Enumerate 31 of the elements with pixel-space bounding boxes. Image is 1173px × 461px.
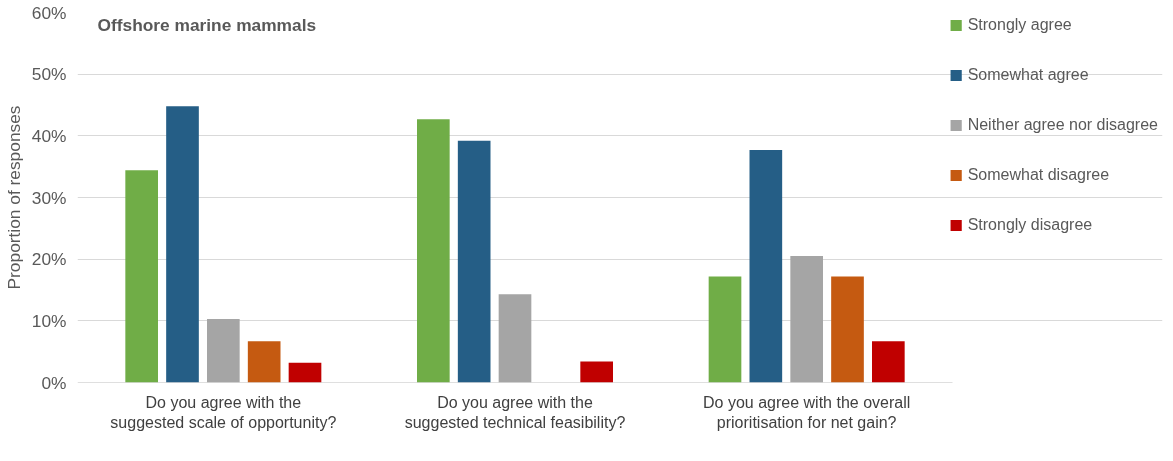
y-tick-label: 50% bbox=[31, 64, 67, 85]
bar bbox=[417, 119, 450, 383]
bar bbox=[498, 294, 532, 383]
y-tick-label: 30% bbox=[31, 187, 67, 208]
bar bbox=[831, 276, 864, 383]
bar bbox=[790, 256, 823, 383]
legend-label: Strongly disagree bbox=[967, 216, 1093, 234]
y-tick-label: 0% bbox=[41, 372, 67, 393]
x-tick-label: Do you agree with the suggested scale of opportunity? bbox=[110, 393, 337, 431]
chart-title: Offshore marine mammals bbox=[97, 14, 317, 35]
bar bbox=[288, 362, 322, 383]
bar bbox=[125, 170, 158, 383]
y-tick-label: 20% bbox=[31, 249, 67, 270]
bar bbox=[166, 106, 199, 383]
bar bbox=[872, 341, 905, 383]
y-tick-label: 40% bbox=[31, 125, 67, 146]
y-tick-label: 10% bbox=[31, 310, 67, 331]
y-axis-title: Proportion of responses bbox=[3, 105, 24, 290]
bar bbox=[708, 276, 742, 383]
x-tick-label: Do you agree with the suggested technical feasibility? bbox=[404, 393, 626, 431]
x-tick-label: Do you agree with the overall prioritisation for net gain? bbox=[703, 393, 911, 431]
y-tick-label: 60% bbox=[31, 2, 67, 23]
legend-label: Somewhat agree bbox=[967, 66, 1089, 84]
bar bbox=[749, 150, 783, 383]
bar bbox=[457, 140, 491, 383]
legend-label: Strongly agree bbox=[967, 16, 1072, 34]
legend-label: Neither agree nor disagree bbox=[967, 116, 1158, 134]
bar bbox=[580, 361, 613, 383]
legend-label: Somewhat disagree bbox=[967, 166, 1110, 184]
bar bbox=[207, 318, 240, 383]
bar bbox=[247, 341, 281, 383]
